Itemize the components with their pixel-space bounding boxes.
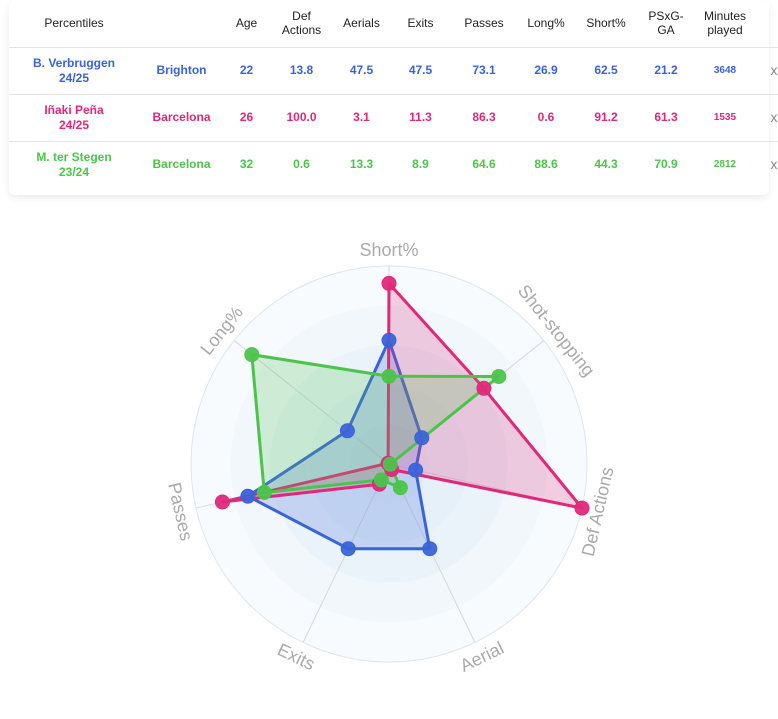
header-psxg-ga: PSxG-GA — [636, 0, 696, 48]
remove-player-button[interactable]: x — [754, 47, 778, 95]
header-def-actions: Def Actions — [269, 0, 334, 48]
radar-point — [340, 541, 356, 557]
radar-axis-label: Short% — [359, 240, 418, 260]
cell-psxg-ga: 70.9 — [654, 157, 678, 172]
radar-chart: Short% Shot-stopping Def Actions Aerial Exit… — [0, 226, 778, 714]
player-name: Iñaki Peña 24/25 — [9, 94, 139, 142]
radar-point — [414, 430, 430, 446]
radar-point — [574, 500, 590, 516]
radar-point — [214, 494, 230, 510]
radar-point — [244, 347, 260, 363]
cell-psxg-ga: 61.3 — [636, 94, 696, 142]
cell-minutes-played: 1535 — [696, 94, 754, 142]
cell-long-pct: 88.6 — [534, 157, 558, 172]
percentiles-table: Percentiles Age Def Actions Aerials Exit… — [9, 0, 778, 188]
table-row: B. Verbruggen 24/25 Brighton 22 13.8 47.5 47.… — [9, 47, 778, 95]
percentiles-table-card: Percentiles Age Def Actions Aerials Exit… — [9, 0, 778, 195]
cell-def-actions: 100.0 — [269, 94, 334, 142]
radar-axis-label: Passes — [164, 481, 197, 543]
radar-point — [392, 480, 408, 496]
remove-player-button[interactable]: x — [754, 94, 778, 142]
radar-point — [256, 485, 272, 500]
radar-point — [339, 423, 355, 439]
player-team: Barcelona — [152, 157, 211, 172]
cell-aerials: 3.1 — [334, 94, 389, 142]
header-minutes-played: Minutes played — [696, 0, 754, 48]
table-row: M. ter Stegen 23/24 Barcelona 32 0.6 13.3 8.9… — [9, 141, 778, 188]
cell-long-pct: 0.6 — [516, 94, 576, 142]
table-row: Iñaki Peña 24/25 Barcelona 26 100.0 3.1 11.3 8… — [9, 94, 778, 142]
radar-point — [373, 472, 389, 488]
cell-short-pct: 62.5 — [576, 47, 636, 95]
player-name: B. Verbruggen 24/25 — [9, 47, 139, 95]
cell-long-pct: 26.9 — [516, 47, 576, 95]
header-short-pct: Short% — [576, 0, 636, 48]
cell-exits: 47.5 — [389, 47, 452, 95]
cell-exits: 8.9 — [412, 157, 429, 172]
header-remove — [754, 0, 778, 48]
cell-minutes-played: 2812 — [713, 159, 737, 171]
cell-def-actions: 0.6 — [293, 157, 310, 172]
header-age: Age — [224, 0, 269, 48]
radar-point — [476, 380, 492, 396]
cell-aerials: 47.5 — [334, 47, 389, 95]
cell-passes: 64.6 — [472, 157, 496, 172]
cell-aerials: 13.3 — [349, 157, 374, 172]
cell-exits: 11.3 — [389, 94, 452, 142]
cell-minutes-played: 3648 — [696, 47, 754, 95]
cell-psxg-ga: 21.2 — [636, 47, 696, 95]
header-team — [139, 0, 224, 48]
player-team: Brighton — [139, 47, 224, 95]
cell-passes: 73.1 — [452, 47, 516, 95]
cell-age: 32 — [239, 157, 254, 172]
header-aerials: Aerials — [334, 0, 389, 48]
player-team: Barcelona — [139, 94, 224, 142]
radar-point — [491, 369, 507, 384]
radar-point — [422, 541, 438, 557]
cell-def-actions: 13.8 — [269, 47, 334, 95]
remove-player-button[interactable]: x — [770, 156, 778, 173]
header-exits: Exits — [389, 0, 452, 48]
header-percentiles: Percentiles — [9, 0, 139, 48]
radar-point — [381, 332, 397, 348]
radar-point — [240, 488, 256, 504]
table-header-row: Percentiles Age Def Actions Aerials Exit… — [9, 0, 778, 48]
cell-short-pct: 91.2 — [576, 94, 636, 142]
radar-point — [381, 275, 397, 291]
header-passes: Passes — [452, 0, 516, 48]
radar-point — [408, 462, 424, 478]
cell-age: 22 — [224, 47, 269, 95]
radar-point — [381, 368, 397, 384]
radar-spoke — [233, 340, 390, 465]
cell-passes: 86.3 — [452, 94, 516, 142]
cell-age: 26 — [224, 94, 269, 142]
cell-short-pct: 44.3 — [594, 157, 618, 172]
radar-point — [382, 456, 398, 472]
player-name: M. ter Stegen 23/24 — [36, 149, 112, 179]
header-long-pct: Long% — [516, 0, 576, 48]
